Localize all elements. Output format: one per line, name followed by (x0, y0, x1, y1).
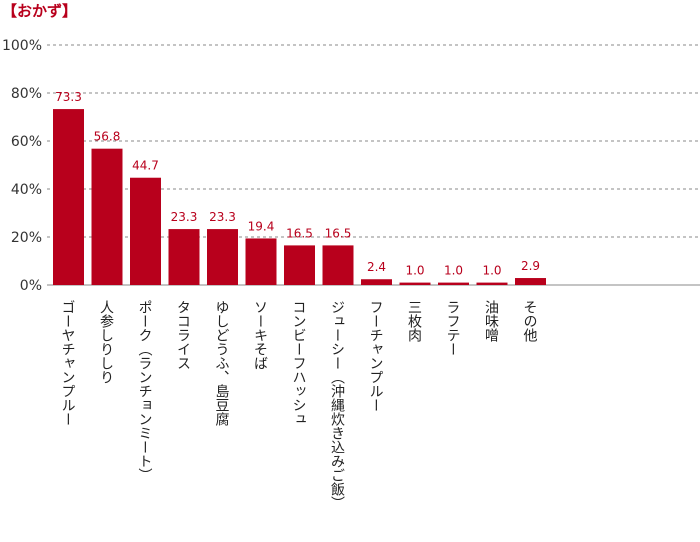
category-label: フーチャンプルー (368, 300, 384, 412)
category-label: 人参しりしり (98, 300, 114, 384)
bar-value-label: 23.3 (171, 210, 198, 224)
bars (53, 109, 546, 285)
bar (515, 278, 546, 285)
category-label: ラフテー (445, 300, 461, 356)
bar-value-label: 16.5 (286, 226, 313, 240)
bar (207, 229, 238, 285)
category-label: ゴーヤチャンプルー (60, 300, 76, 426)
bar (53, 109, 84, 285)
y-tick-label: 60% (11, 134, 42, 150)
category-labels: ゴーヤチャンプルー 人参しりしり ポーク（ランチョンミート） タコライス ゆしどうふ、島… (60, 300, 538, 510)
bar-value-label: 1.0 (444, 264, 463, 278)
bar-value-label: 44.7 (132, 159, 159, 173)
bar (438, 282, 469, 285)
bar-value-label: 73.3 (55, 90, 82, 104)
bar-value-label: 2.4 (367, 260, 386, 274)
category-label: ゆしどうふ、島豆腐 (214, 300, 230, 426)
category-label: ジューシー（沖縄炊き込みご飯） (329, 300, 345, 510)
bar-value-label: 2.9 (521, 259, 540, 273)
y-axis: 0% 20% 40% 60% 80% 100% (2, 38, 42, 294)
bar-value-label: 1.0 (482, 264, 501, 278)
y-tick-label: 100% (2, 38, 42, 54)
y-tick-label: 40% (11, 182, 42, 198)
bar (361, 279, 392, 285)
chart-heading: 【おかず】 (2, 2, 78, 20)
value-labels: 73.3 56.8 44.7 23.3 23.3 19.4 16.5 16.5 2.4 1.0 1.… (55, 90, 540, 278)
bar (476, 282, 508, 285)
bar-value-label: 1.0 (405, 264, 424, 278)
category-label: ソーキそば (252, 300, 268, 370)
bar-value-label: 23.3 (209, 210, 236, 224)
y-tick-label: 0% (20, 278, 42, 294)
bar (91, 148, 123, 285)
bar-value-label: 56.8 (94, 130, 121, 144)
category-label: ポーク（ランチョンミート） (137, 300, 153, 482)
bar (245, 238, 277, 285)
bar (284, 245, 315, 285)
category-label: コンビーフハッシュ (291, 300, 307, 426)
category-label: その他 (522, 300, 538, 343)
bar (399, 282, 431, 285)
category-label: 三枚肉 (406, 300, 422, 342)
y-tick-label: 20% (11, 230, 42, 246)
bar-value-label: 16.5 (325, 226, 352, 240)
bar (130, 177, 161, 285)
bar (322, 245, 354, 285)
y-tick-label: 80% (11, 86, 42, 102)
bar-value-label: 19.4 (248, 219, 275, 233)
category-label: 油味噌 (483, 300, 499, 342)
category-label: タコライス (175, 300, 191, 370)
bar (168, 229, 200, 285)
